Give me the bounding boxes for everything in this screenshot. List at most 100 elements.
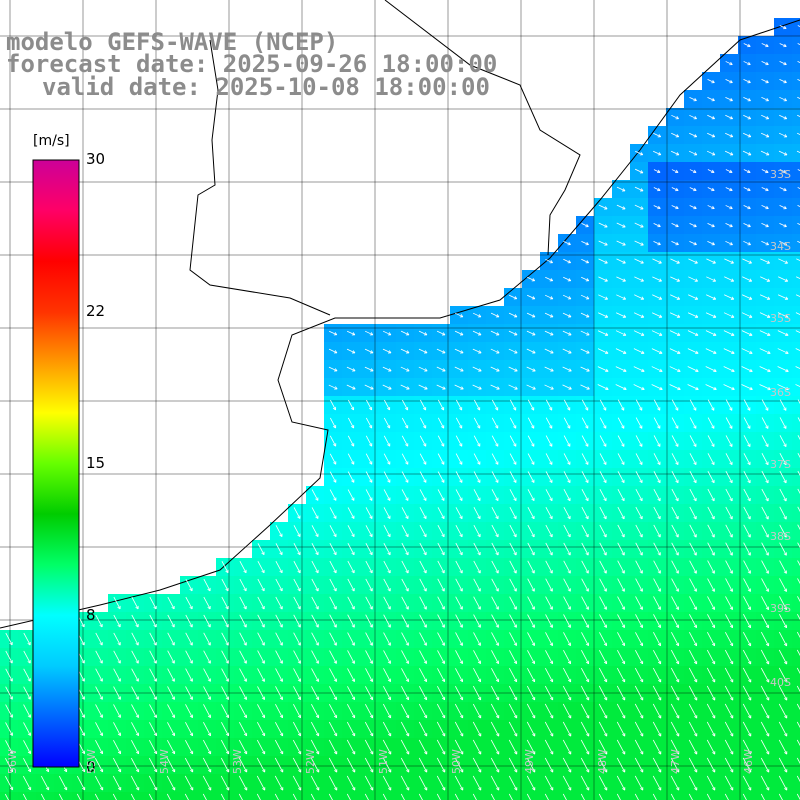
wind-arrow bbox=[797, 452, 800, 458]
wind-cell bbox=[792, 684, 800, 703]
wind-arrow bbox=[671, 399, 679, 411]
wind-arrow bbox=[707, 169, 715, 174]
wind-arrow bbox=[743, 470, 751, 484]
wind-arrow bbox=[779, 25, 787, 30]
wind-arrow bbox=[5, 632, 13, 646]
wind-arrow bbox=[761, 560, 769, 574]
wind-vectors bbox=[4, 25, 800, 800]
wind-arrow bbox=[687, 366, 699, 373]
wind-cell bbox=[792, 396, 800, 415]
wind-arrow bbox=[257, 543, 265, 556]
wind-arrow bbox=[669, 366, 681, 373]
wind-arrow bbox=[221, 632, 229, 646]
wind-arrow bbox=[617, 578, 625, 592]
wind-arrow bbox=[455, 417, 463, 429]
wind-arrow bbox=[797, 417, 800, 422]
wind-arrow bbox=[365, 578, 373, 592]
wind-arrow bbox=[725, 470, 733, 484]
wind-arrow bbox=[743, 223, 751, 228]
wind-cell bbox=[792, 450, 800, 469]
wind-arrow bbox=[293, 578, 301, 592]
wind-arrow bbox=[364, 384, 374, 390]
wind-cell bbox=[792, 234, 800, 253]
wind-arrow bbox=[347, 525, 355, 538]
wind-arrow bbox=[454, 330, 464, 336]
wind-arrow bbox=[797, 399, 800, 404]
wind-arrow bbox=[490, 366, 500, 372]
wind-arrow bbox=[653, 453, 661, 465]
wind-arrow bbox=[598, 222, 608, 228]
wind-cell bbox=[324, 792, 343, 800]
wind-arrow bbox=[437, 489, 445, 501]
wind-arrow bbox=[239, 614, 247, 628]
wind-arrow bbox=[562, 366, 572, 372]
wind-arrow bbox=[473, 524, 481, 538]
wind-arrow bbox=[508, 348, 518, 354]
wind-arrow bbox=[778, 132, 788, 138]
wind-arrow bbox=[491, 542, 499, 556]
wind-arrow bbox=[653, 578, 661, 592]
wind-arrow bbox=[581, 596, 589, 610]
wind-arrow bbox=[221, 561, 229, 574]
wind-arrow bbox=[707, 470, 715, 484]
wind-arrow bbox=[167, 596, 175, 610]
wind-arrow bbox=[671, 506, 679, 520]
wind-arrow bbox=[707, 453, 715, 466]
wind-arrow bbox=[149, 614, 157, 628]
wind-arrow bbox=[472, 312, 482, 318]
wind-arrow bbox=[365, 507, 373, 519]
wind-arrow bbox=[599, 614, 607, 628]
wind-arrow bbox=[365, 435, 373, 447]
wind-cell bbox=[306, 792, 325, 800]
wind-arrow bbox=[383, 453, 391, 465]
wind-arrow bbox=[293, 632, 301, 646]
wind-cell bbox=[792, 666, 800, 685]
wind-arrow bbox=[347, 417, 355, 429]
wind-arrow bbox=[617, 471, 625, 484]
wind-arrow bbox=[723, 366, 735, 373]
wind-arrow bbox=[761, 96, 769, 102]
wind-arrow bbox=[347, 596, 355, 610]
wind-arrow bbox=[275, 525, 283, 537]
wind-arrow bbox=[419, 596, 427, 610]
wind-arrow bbox=[545, 489, 553, 502]
wind-arrow bbox=[689, 114, 697, 120]
wind-arrow bbox=[473, 507, 481, 520]
wind-arrow bbox=[203, 632, 211, 646]
wind-cell bbox=[792, 774, 800, 793]
wind-arrow bbox=[761, 578, 769, 592]
border-line bbox=[384, 0, 581, 256]
wind-arrow bbox=[616, 186, 626, 192]
wind-arrow bbox=[761, 524, 769, 538]
wind-arrow bbox=[634, 294, 645, 300]
wind-arrow bbox=[526, 294, 536, 300]
colorbar-tick-label: 22 bbox=[86, 302, 106, 320]
wind-arrow bbox=[797, 470, 800, 476]
wind-cell bbox=[792, 378, 800, 397]
wind-arrow bbox=[599, 542, 607, 556]
wind-cell bbox=[504, 792, 523, 800]
wind-arrow bbox=[615, 384, 627, 391]
wind-arrow bbox=[743, 524, 751, 538]
lon-label: 53W bbox=[231, 749, 244, 774]
wind-arrow bbox=[616, 222, 626, 228]
wind-arrow bbox=[653, 560, 661, 574]
wind-arrow bbox=[759, 294, 771, 300]
wind-arrow bbox=[419, 614, 427, 628]
wind-arrow bbox=[761, 43, 769, 48]
wind-arrow bbox=[509, 435, 517, 447]
wind-arrow bbox=[777, 384, 789, 391]
wind-arrow bbox=[779, 205, 787, 210]
wind-cell bbox=[792, 108, 800, 127]
wind-arrow bbox=[723, 294, 735, 300]
wind-arrow bbox=[671, 417, 679, 429]
wind-arrow bbox=[419, 525, 427, 538]
wind-arrow bbox=[725, 205, 733, 210]
wind-arrow bbox=[617, 560, 625, 574]
wind-arrow bbox=[400, 384, 410, 390]
wind-arrow bbox=[563, 417, 571, 429]
lon-label: 47W bbox=[669, 749, 682, 774]
wind-arrow bbox=[687, 384, 699, 391]
wind-arrow bbox=[526, 384, 536, 390]
wind-arrow bbox=[365, 525, 373, 538]
